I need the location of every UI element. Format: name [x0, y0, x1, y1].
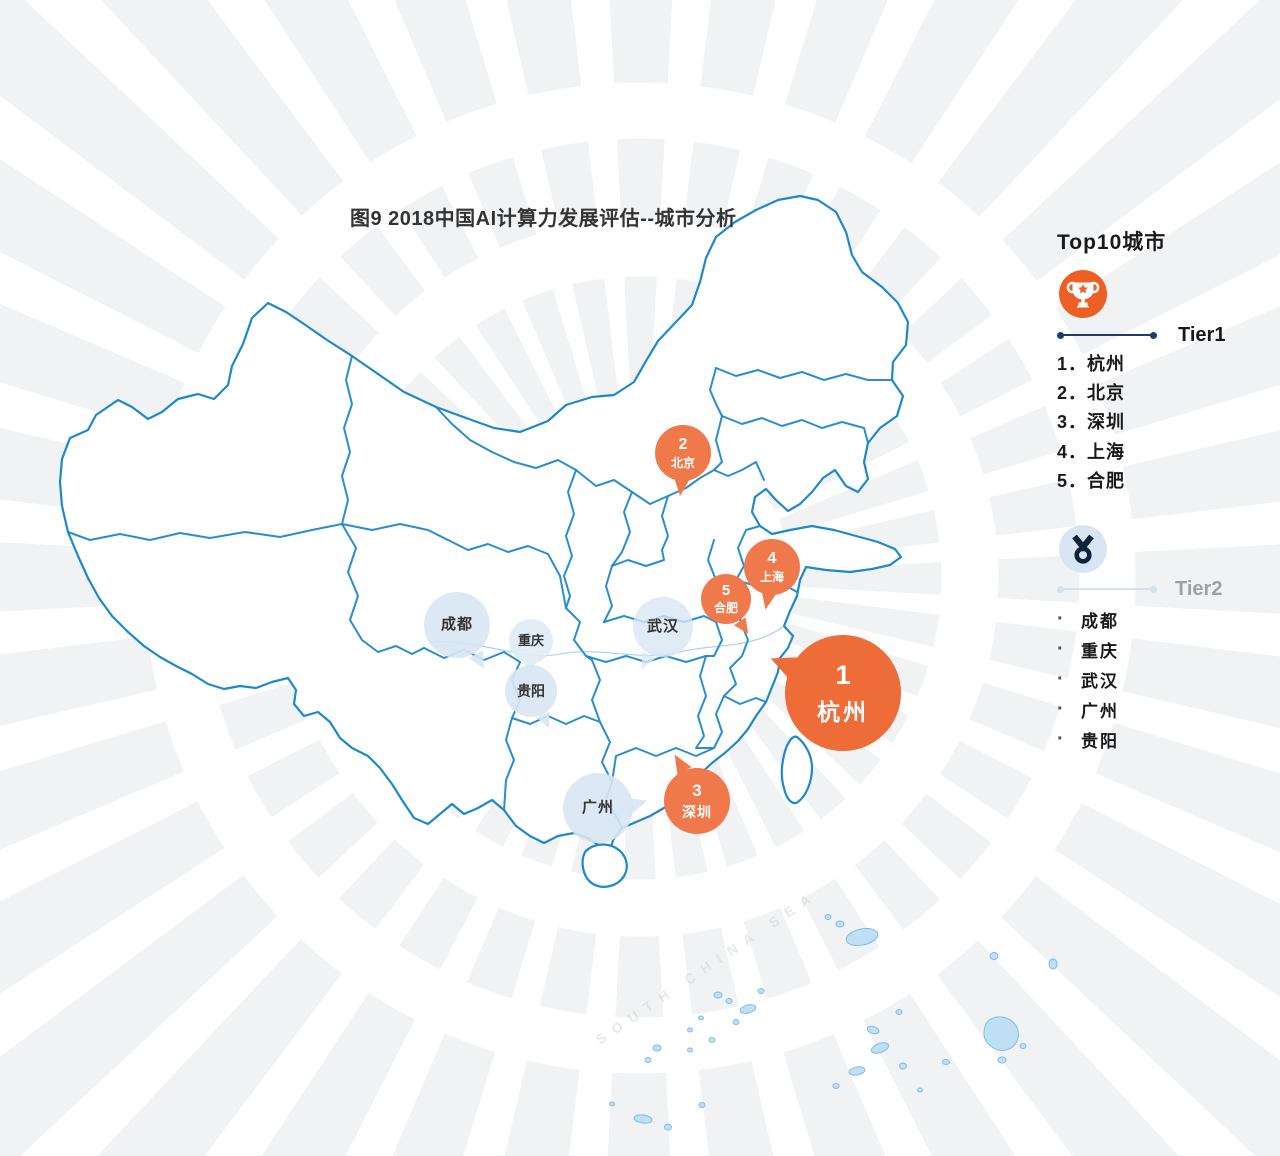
- marker-rank: 5: [721, 582, 731, 600]
- tier1-rule: [1057, 331, 1157, 339]
- list-item: 5．合肥: [1057, 471, 1126, 492]
- taiwan-island: [780, 735, 814, 805]
- list-item: 1．杭州: [1057, 353, 1126, 374]
- china-outline: [58, 194, 910, 854]
- marker-city-name: 成都: [440, 616, 473, 633]
- marker-city-name: 武汉: [646, 618, 679, 635]
- tier2-list: · 成都 · 重庆 · 武汉 · 广州 · 贵阳: [1057, 604, 1119, 754]
- marker-city-name: 重庆: [517, 633, 544, 649]
- marker-tail: [672, 477, 690, 497]
- figure-title: 图9 2018中国AI计算力发展评估--城市分析: [350, 208, 737, 230]
- south-china-sea-islands: [609, 914, 1058, 1131]
- map-marker-shanghai: 4 上海: [744, 539, 800, 612]
- list-item: · 贵阳: [1057, 727, 1119, 751]
- map-marker-chongqing: 重庆: [509, 619, 553, 675]
- trophy-icon: [1059, 270, 1107, 318]
- list-item: · 重庆: [1057, 637, 1119, 661]
- bullet-icon: ·: [1057, 607, 1064, 630]
- tier1-list: 1．杭州 2．北京 3．深圳 4．上海 5．合肥: [1057, 348, 1125, 495]
- marker-city-name: 北京: [670, 456, 695, 471]
- bullet-icon: ·: [1057, 727, 1064, 750]
- marker-city-name: 广州: [581, 799, 614, 816]
- marker-rank: 1: [835, 660, 851, 690]
- map-marker-chengdu: 成都: [424, 592, 492, 673]
- tier1-label: Tier1: [1178, 324, 1226, 346]
- map-marker-hangzhou: 1 杭州: [765, 635, 901, 751]
- list-item: · 成都: [1057, 607, 1119, 631]
- list-item: 3．深圳: [1057, 412, 1126, 433]
- bullet-icon: ·: [1057, 637, 1064, 660]
- tier2-label: Tier2: [1175, 578, 1223, 600]
- map-marker-guangzhou: 广州: [563, 773, 650, 843]
- legend-heading: Top10城市: [1057, 231, 1167, 254]
- bullet-icon: ·: [1057, 667, 1064, 690]
- map-marker-hefei: 5 合肥: [701, 574, 754, 638]
- medal-icon: [1059, 525, 1107, 573]
- list-item: 4．上海: [1057, 441, 1126, 462]
- map-marker-beijing: 2 北京: [655, 425, 711, 497]
- sea-label: SOUTH CHINA SEA: [593, 886, 821, 1047]
- map-marker-shenzhen: 3 深圳: [664, 750, 730, 834]
- list-item: · 武汉: [1057, 667, 1119, 691]
- marker-rank: 2: [678, 436, 688, 454]
- marker-tail: [758, 590, 777, 612]
- marker-city-name: 杭州: [817, 699, 869, 726]
- marker-city-name: 合肥: [713, 601, 738, 616]
- marker-city-name: 贵阳: [517, 682, 545, 699]
- tier2-rule: [1057, 585, 1157, 593]
- hainan-island: [581, 843, 628, 888]
- marker-city-name: 上海: [759, 570, 784, 585]
- map-marker-wuhan: 武汉: [633, 597, 693, 673]
- list-item: 2．北京: [1057, 383, 1126, 404]
- bullet-icon: ·: [1057, 697, 1064, 720]
- marker-rank: 4: [767, 550, 777, 568]
- marker-city-name: 深圳: [682, 803, 712, 820]
- list-item: · 广州: [1057, 697, 1119, 721]
- marker-rank: 3: [692, 781, 702, 801]
- map-marker-guiyang: 贵阳: [505, 665, 557, 732]
